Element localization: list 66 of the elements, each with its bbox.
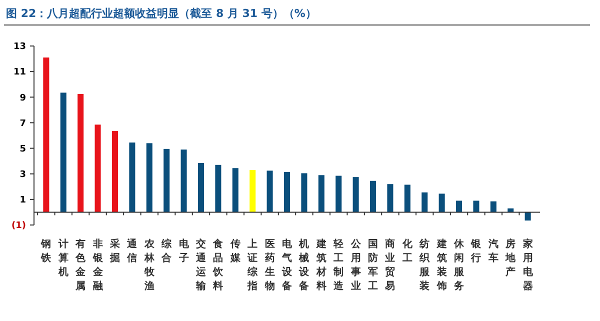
x-tick-label: 电子	[178, 238, 190, 264]
y-tick-label: 1	[20, 196, 26, 206]
y-tick-label: 7	[20, 118, 26, 129]
x-tick-label: 银行	[470, 238, 482, 264]
x-tick-label: 钢铁	[40, 238, 52, 264]
bar	[266, 170, 273, 212]
x-tick-label: 农林牧渔	[143, 238, 156, 292]
x-tick-label: 机械设备	[298, 238, 310, 292]
y-tick-label: 3	[20, 170, 26, 180]
x-tick-label: 上证综指	[246, 238, 259, 292]
bar	[422, 192, 428, 212]
x-tick-label: 综合	[160, 238, 173, 264]
x-tick-label: 商业贸易	[384, 238, 396, 292]
x-tick-label: 传媒	[229, 238, 242, 264]
y-tick-label: 5	[20, 144, 26, 154]
x-tick-label: 食品饮料	[212, 238, 224, 292]
bar	[404, 184, 410, 212]
bar	[78, 94, 84, 212]
bar	[318, 175, 324, 212]
x-tick-label: 纺织服装	[418, 238, 431, 292]
x-tick-label: 汽车	[487, 238, 498, 264]
x-tick-label: 交通运输	[194, 238, 207, 292]
y-tick-label: 9	[20, 93, 26, 104]
bar	[438, 194, 445, 212]
bar	[524, 212, 531, 221]
bar	[129, 142, 136, 212]
bar	[146, 143, 152, 212]
bar	[336, 176, 342, 212]
bar	[112, 131, 118, 212]
x-tick-label: 采掘	[108, 238, 120, 264]
bar	[164, 148, 170, 212]
bar	[284, 172, 290, 212]
bar	[352, 177, 359, 212]
y-tick-label: (1)	[12, 221, 26, 232]
bar	[387, 184, 394, 212]
x-tick-label: 非银金融	[92, 238, 104, 292]
x-tick-label: 休闲服务	[453, 238, 466, 292]
x-tick-label: 国防军工	[367, 239, 378, 292]
bar	[215, 164, 222, 212]
x-tick-label: 通信	[126, 238, 138, 264]
x-tick-label: 轻工制造	[332, 238, 345, 292]
bar	[43, 58, 50, 212]
y-tick-label: 11	[13, 68, 26, 78]
x-tick-label: 房地产	[504, 238, 517, 278]
bar	[198, 162, 204, 212]
y-tick-label: 13	[13, 42, 26, 52]
x-tick-label: 家用电器	[522, 238, 534, 292]
bar	[370, 180, 376, 212]
bar	[232, 168, 238, 212]
x-tick-label: 医药生物	[264, 238, 275, 292]
bar	[473, 200, 480, 212]
bar	[456, 200, 462, 212]
x-tick-label: 化工	[401, 238, 414, 264]
bar	[60, 92, 66, 212]
x-tick-label: 电气设备	[281, 238, 293, 292]
bar	[180, 150, 187, 212]
bar	[490, 201, 496, 212]
x-tick-label: 有色金属	[74, 238, 87, 292]
x-tick-label: 建筑装饰	[436, 238, 448, 292]
x-tick-label: 公用事业	[350, 238, 362, 292]
x-tick-label: 建筑材料	[315, 238, 326, 292]
bar	[94, 124, 101, 212]
bar	[250, 170, 256, 212]
x-tick-label: 计算机	[57, 238, 68, 278]
bar	[301, 173, 308, 212]
chart-title: 图 22：八月超配行业超额收益明显（截至 8 月 31 号）（%）	[6, 7, 316, 20]
